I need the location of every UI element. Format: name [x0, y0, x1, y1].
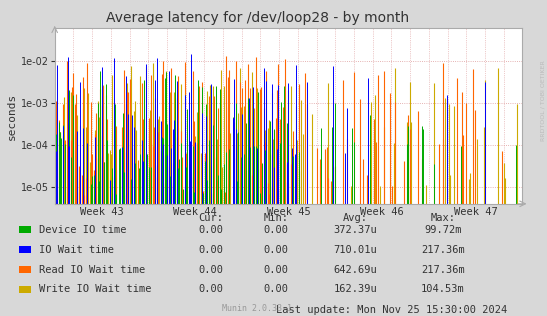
Text: 0.00: 0.00: [264, 245, 289, 255]
Text: Device IO time: Device IO time: [39, 225, 127, 235]
Text: 162.39u: 162.39u: [334, 284, 377, 295]
Text: RRDTOOL / TOBI OETIKER: RRDTOOL / TOBI OETIKER: [541, 61, 546, 142]
Text: 642.69u: 642.69u: [334, 264, 377, 275]
Text: IO Wait time: IO Wait time: [39, 245, 114, 255]
Text: Min:: Min:: [264, 213, 289, 223]
Text: Write IO Wait time: Write IO Wait time: [39, 284, 152, 295]
Text: Munin 2.0.33-1: Munin 2.0.33-1: [222, 305, 292, 313]
Text: 104.53m: 104.53m: [421, 284, 465, 295]
Text: 0.00: 0.00: [264, 264, 289, 275]
Text: 0.00: 0.00: [264, 225, 289, 235]
Text: Last update: Mon Nov 25 15:30:00 2024: Last update: Mon Nov 25 15:30:00 2024: [276, 305, 508, 315]
Text: 217.36m: 217.36m: [421, 245, 465, 255]
Text: 0.00: 0.00: [198, 284, 223, 295]
Text: Read IO Wait time: Read IO Wait time: [39, 264, 146, 275]
Text: 0.00: 0.00: [198, 245, 223, 255]
Text: Average latency for /dev/loop28 - by month: Average latency for /dev/loop28 - by mon…: [106, 11, 409, 25]
Y-axis label: seconds: seconds: [7, 93, 17, 140]
Text: 0.00: 0.00: [264, 284, 289, 295]
Text: Cur:: Cur:: [198, 213, 223, 223]
Text: 710.01u: 710.01u: [334, 245, 377, 255]
Text: Avg:: Avg:: [343, 213, 368, 223]
Text: 99.72m: 99.72m: [424, 225, 462, 235]
Text: 0.00: 0.00: [198, 264, 223, 275]
Text: Max:: Max:: [430, 213, 456, 223]
Text: 0.00: 0.00: [198, 225, 223, 235]
Text: 217.36m: 217.36m: [421, 264, 465, 275]
Text: 372.37u: 372.37u: [334, 225, 377, 235]
